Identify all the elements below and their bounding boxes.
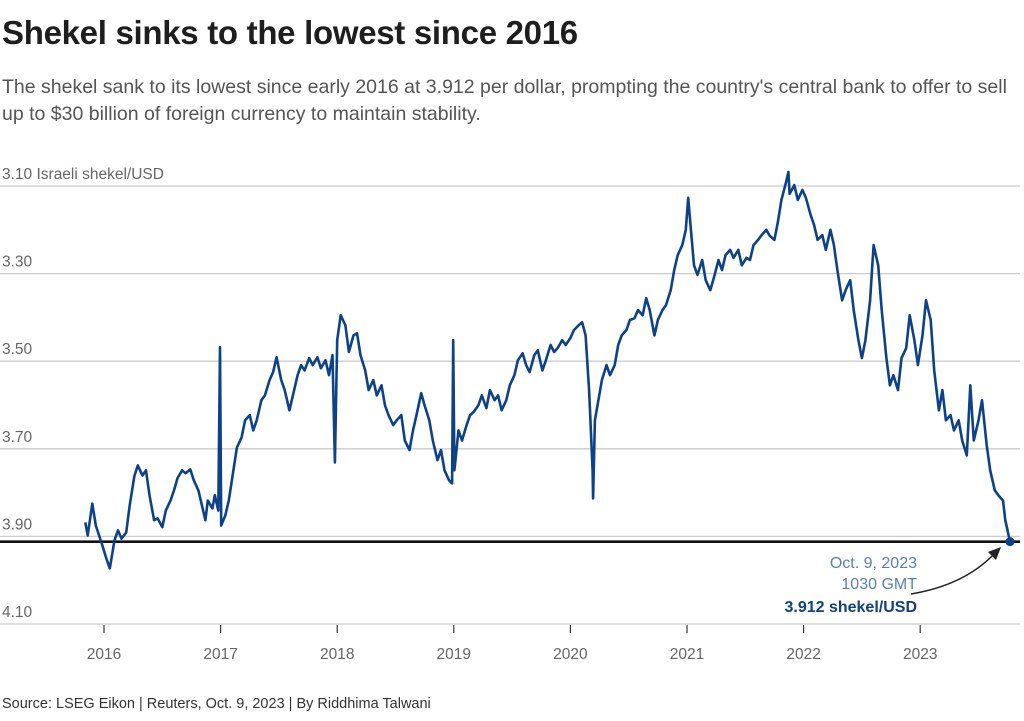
y-tick-label: 3.30 xyxy=(2,254,33,271)
x-tick-label: 2022 xyxy=(786,646,820,663)
chart-subtitle: The shekel sank to its lowest since earl… xyxy=(2,76,1007,125)
y-axis: 3.10 Israeli shekel/USD 3.30 3.50 3.70 3.90 4… xyxy=(2,166,164,621)
chart-title: Shekel sinks to the lowest since 2016 xyxy=(2,14,578,51)
latest-value-marker xyxy=(1005,537,1015,547)
y-tick-label: 3.70 xyxy=(2,429,33,446)
x-tick-label: 2017 xyxy=(203,646,237,663)
x-tick-label: 2020 xyxy=(553,646,588,663)
annotation-time: 1030 GMT xyxy=(841,576,917,593)
x-tick-label: 2021 xyxy=(670,646,704,663)
source-credit: Source: LSEG Eikon | Reuters, Oct. 9, 20… xyxy=(2,696,431,712)
y-tick-label: 3.10 Israeli shekel/USD xyxy=(2,166,164,183)
y-tick-label: 4.10 xyxy=(2,604,33,621)
arrowhead-icon xyxy=(988,547,1001,560)
x-tick-label: 2018 xyxy=(320,646,354,663)
annotation-value: 3.912 shekel/USD xyxy=(784,599,917,616)
x-axis: 2016 2017 2018 2019 2020 2021 2022 2023 xyxy=(87,625,937,663)
series-line-shekel-usd xyxy=(84,170,1012,570)
annotation-date: Oct. 9, 2023 xyxy=(830,555,917,572)
gridlines xyxy=(0,185,1020,625)
annotation-arrow-icon xyxy=(910,552,996,595)
y-tick-label: 3.90 xyxy=(2,516,33,533)
x-tick-label: 2023 xyxy=(903,646,937,663)
x-tick-label: 2016 xyxy=(87,646,121,663)
x-tick-label: 2019 xyxy=(437,646,471,663)
y-tick-label: 3.50 xyxy=(2,341,33,358)
